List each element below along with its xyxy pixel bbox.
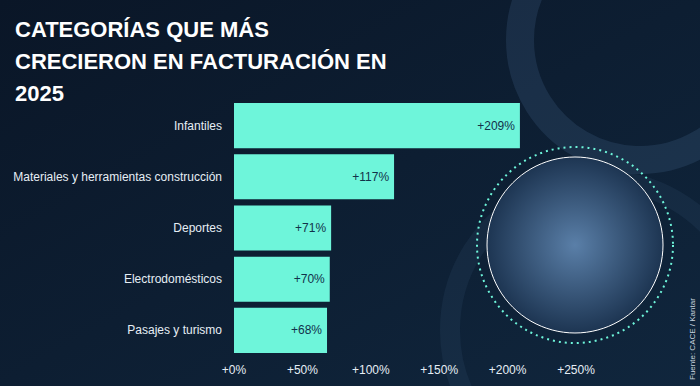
svg-text:2025: 2025 <box>15 81 64 106</box>
svg-text:Electrodomésticos: Electrodomésticos <box>124 272 222 286</box>
svg-text:+117%: +117% <box>352 170 389 184</box>
svg-text:Deportes: Deportes <box>173 221 222 235</box>
svg-text:+50%: +50% <box>287 363 318 377</box>
svg-text:+150%: +150% <box>420 363 458 377</box>
svg-text:+100%: +100% <box>352 363 390 377</box>
svg-text:+0%: +0% <box>222 363 247 377</box>
svg-text:+209%: +209% <box>477 119 515 133</box>
svg-text:+200%: +200% <box>489 363 527 377</box>
svg-text:CRECIERON EN FACTURACIÓN EN: CRECIERON EN FACTURACIÓN EN <box>15 49 393 74</box>
svg-text:Pasajes y turismo: Pasajes y turismo <box>127 323 222 337</box>
svg-text:+250%: +250% <box>557 363 595 377</box>
svg-text:Infantiles: Infantiles <box>174 119 222 133</box>
svg-text:CATEGORÍAS QUE MÁS: CATEGORÍAS QUE MÁS <box>15 17 275 42</box>
svg-text:+70%: +70% <box>294 272 325 286</box>
svg-text:Fuente: CACE / Kantar: Fuente: CACE / Kantar <box>688 298 697 380</box>
svg-text:Materiales y herramientas cons: Materiales y herramientas construcción <box>13 170 222 184</box>
svg-text:+71%: +71% <box>295 221 326 235</box>
svg-text:+68%: +68% <box>291 323 322 337</box>
